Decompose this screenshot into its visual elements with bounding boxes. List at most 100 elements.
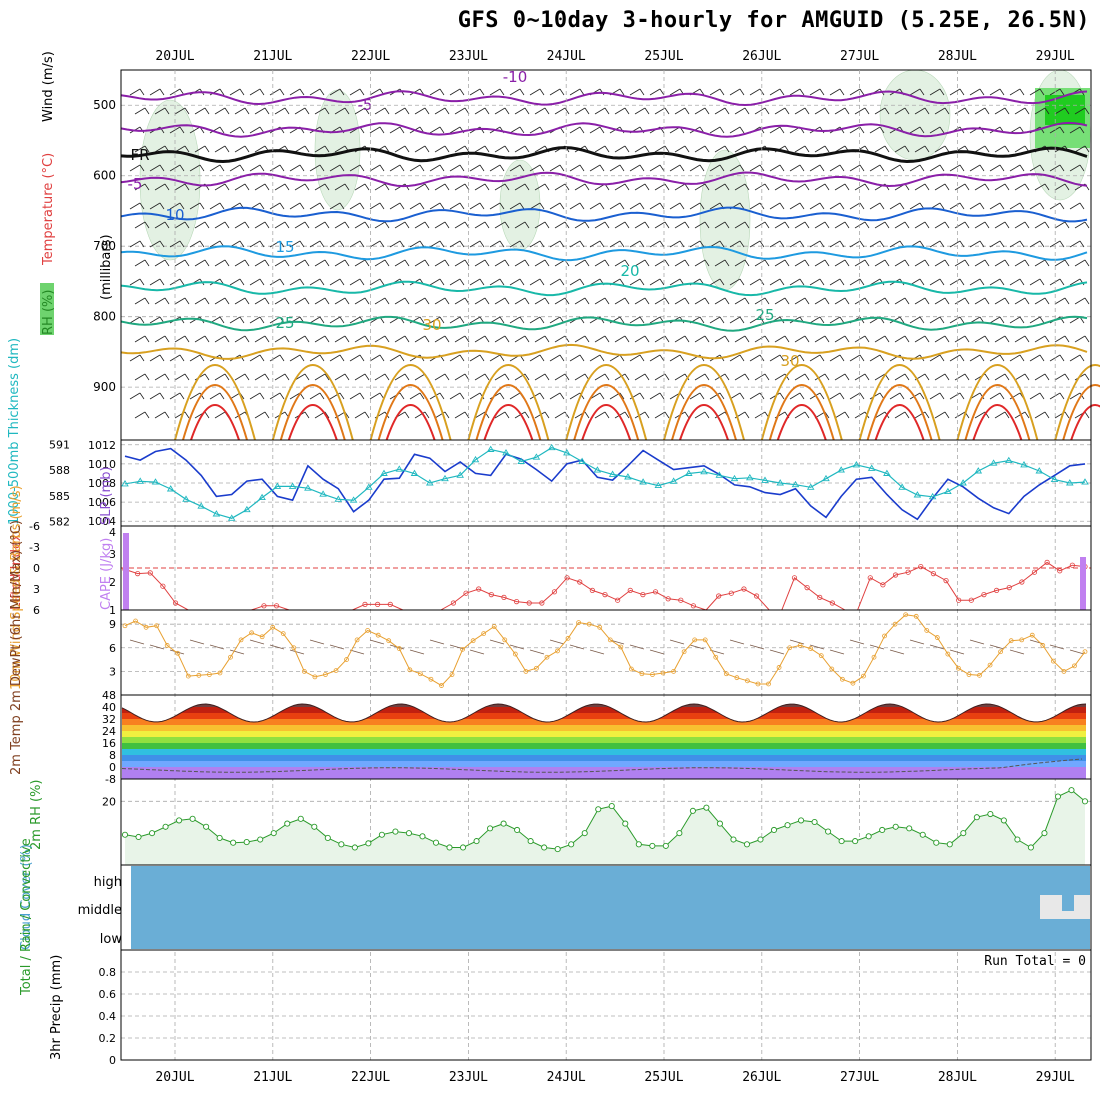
wind-barb bbox=[654, 373, 670, 381]
wind-barb-shaft bbox=[674, 183, 686, 191]
wind-barb bbox=[554, 107, 570, 115]
wind-barb-shaft bbox=[554, 411, 566, 419]
wind-barb bbox=[369, 392, 385, 400]
isotherm-diurnal-line bbox=[663, 364, 745, 441]
wind-barb bbox=[414, 107, 430, 115]
wind-barb-flag bbox=[804, 297, 810, 305]
wind-barb-flag bbox=[804, 335, 810, 343]
wind-speed-point bbox=[618, 644, 624, 650]
wind-barb bbox=[1009, 88, 1025, 96]
wind-barb-flag bbox=[539, 88, 545, 96]
wind-barb-shaft bbox=[914, 335, 926, 343]
wind-barb-shaft bbox=[709, 240, 721, 248]
wind-barb-flag bbox=[1064, 107, 1070, 115]
temp-band bbox=[122, 755, 1086, 761]
wind-barb-shaft bbox=[554, 373, 566, 381]
wind-barb-flag bbox=[839, 354, 845, 362]
wind-barb bbox=[994, 145, 1010, 153]
wind-barb bbox=[394, 183, 410, 191]
wind-barb-flag bbox=[499, 164, 505, 172]
wind-barb-flag bbox=[984, 107, 990, 115]
wind-barb bbox=[829, 164, 845, 172]
wind-barb bbox=[794, 183, 810, 191]
wind-barb-flag bbox=[339, 240, 345, 248]
wind-barb bbox=[654, 411, 670, 419]
wind-barb-shaft bbox=[989, 392, 1001, 400]
wind-barb-shaft bbox=[929, 126, 941, 134]
wind-barb-shaft bbox=[949, 164, 961, 172]
cloud-cover-fill bbox=[131, 866, 1090, 949]
wind-barb bbox=[849, 392, 865, 400]
wind-barb-flag bbox=[1004, 297, 1010, 305]
wind-barb bbox=[394, 221, 410, 229]
wind-barb-shaft bbox=[874, 335, 886, 343]
wind-barb-shaft bbox=[649, 392, 661, 400]
wind-barb bbox=[1029, 392, 1045, 400]
wind-barb-flag bbox=[924, 221, 930, 229]
wind-barb-flag bbox=[1064, 259, 1070, 267]
wind-barb-flag bbox=[639, 164, 645, 172]
wind-barb bbox=[834, 107, 850, 115]
wind-barb-shaft bbox=[574, 335, 586, 343]
wind-barb-shaft bbox=[909, 88, 921, 96]
temp-band bbox=[122, 767, 1086, 779]
wind-barb-shaft bbox=[749, 316, 761, 324]
lifted-point bbox=[1044, 559, 1050, 566]
wind-barb-shaft bbox=[374, 259, 386, 267]
wind-barb bbox=[934, 335, 950, 343]
wind-barb-flag bbox=[499, 316, 505, 324]
wind-barb-shaft bbox=[774, 297, 786, 305]
wind-barb-shaft bbox=[249, 240, 261, 248]
wind-barb bbox=[474, 335, 490, 343]
wind-barb-flag bbox=[1084, 145, 1090, 153]
wind-barb-flag bbox=[244, 335, 250, 343]
isotherm-line bbox=[120, 315, 1088, 332]
wind-barb bbox=[769, 392, 785, 400]
wind-axis-title-part: Wind (m/s) bbox=[41, 51, 56, 122]
wind-barb-flag bbox=[264, 183, 270, 191]
wind-barb-flag bbox=[164, 107, 170, 115]
wind-barb bbox=[294, 183, 310, 191]
wind-barb-flag bbox=[1044, 373, 1050, 381]
wind-barb-flag bbox=[879, 202, 885, 210]
wind-barb-shaft bbox=[694, 183, 706, 191]
wind-barb bbox=[529, 126, 545, 134]
wind-speed-point bbox=[597, 624, 603, 630]
lifted-point bbox=[387, 601, 393, 608]
wind-barb-flag bbox=[564, 221, 570, 229]
wind-barb bbox=[454, 373, 470, 381]
wind-barb-shaft bbox=[1009, 202, 1021, 210]
wind-barb-flag bbox=[259, 392, 265, 400]
isotherm-diurnal-line bbox=[573, 384, 640, 441]
wind-speed-point bbox=[407, 667, 413, 673]
wind-barb-shaft bbox=[674, 145, 686, 153]
wind-barb-shaft bbox=[234, 411, 246, 419]
wind-barb bbox=[654, 335, 670, 343]
wind-barb-shaft bbox=[414, 145, 426, 153]
wind-barb-shaft bbox=[754, 183, 766, 191]
wind-barb bbox=[309, 354, 325, 362]
wind-barb-flag bbox=[199, 202, 205, 210]
wind-barb-flag bbox=[864, 183, 870, 191]
wind-barb-flag bbox=[804, 259, 810, 267]
wind-barb-flag bbox=[604, 335, 610, 343]
wind-barb-flag bbox=[564, 411, 570, 419]
wind-barb-shaft bbox=[1029, 202, 1041, 210]
wind-barb-flag bbox=[804, 183, 810, 191]
thickness-axis-title: 1000-500mb Thickness (dm) bbox=[7, 338, 22, 525]
wind-barb bbox=[829, 240, 845, 248]
wind-barb-shaft bbox=[1074, 145, 1086, 153]
wind-barb-flag bbox=[779, 202, 785, 210]
wind-barb-shaft bbox=[1069, 392, 1081, 400]
wind-barb-flag bbox=[759, 240, 765, 248]
wind-barb-shaft bbox=[354, 259, 366, 267]
wind-barb-flag bbox=[339, 278, 345, 286]
wind-barb bbox=[949, 392, 965, 400]
wind-barb-shaft bbox=[309, 354, 321, 362]
wind-barb-shaft bbox=[809, 202, 821, 210]
wind-barb bbox=[569, 164, 585, 172]
wind-barb-flag bbox=[524, 183, 530, 191]
wind-barb bbox=[934, 373, 950, 381]
wind-barb-flag bbox=[384, 145, 390, 153]
wind-barb bbox=[314, 373, 330, 381]
